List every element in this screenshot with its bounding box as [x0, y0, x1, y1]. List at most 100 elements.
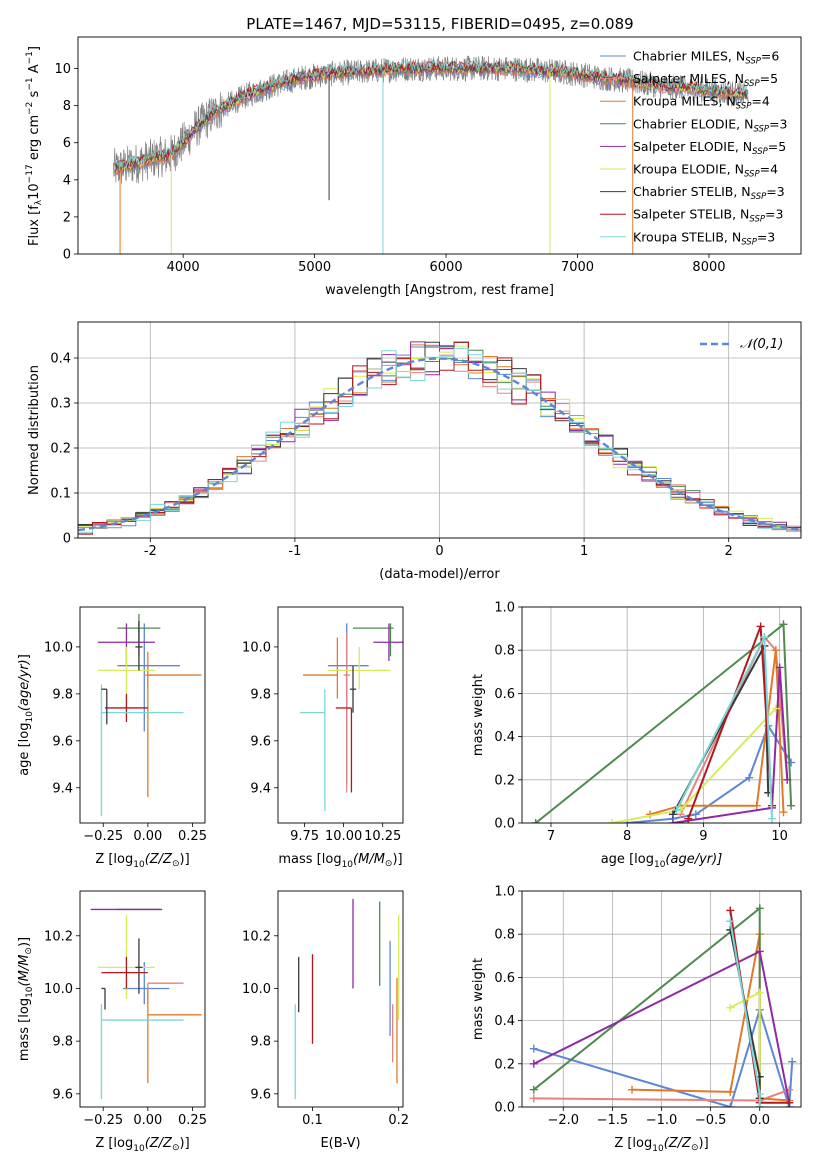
y-label-part: ⊙	[24, 947, 34, 955]
legend-sub: SSP	[736, 102, 752, 112]
plot-body	[299, 623, 403, 812]
legend-sub: SSP	[749, 215, 765, 225]
x-tick-label: -2	[144, 544, 157, 559]
y-tick-label: 0.4	[494, 730, 515, 745]
x-axis-label-sub: 10	[342, 860, 354, 870]
legend-tail: =4	[751, 94, 769, 109]
mass-weight-marker	[726, 1087, 735, 1096]
y-label-part: 10	[25, 711, 35, 723]
x-axis-label-sun: ⊙	[385, 859, 393, 869]
x-tick-label: 4000	[167, 260, 200, 275]
x-axis-label-tail: (Z/Z	[145, 852, 173, 867]
y-label-part: 10	[27, 183, 42, 200]
mass-weight-marker	[779, 808, 788, 817]
legend-label: Chabrier ELODIE, N	[633, 116, 753, 131]
legend-entry: Chabrier MILES, NSSP=6	[633, 49, 779, 67]
age-vs-metallicity-panel: −0.25 0.00 0.259.49.69.810.0Z [log10(Z/Z⊙)…	[17, 606, 207, 870]
axes-border	[277, 606, 404, 824]
legend-sub: SSP	[744, 170, 760, 180]
legend-label: Salpeter STELIB, N	[633, 207, 749, 222]
mass-weight-marker	[726, 906, 735, 915]
y-tick-label: 0.3	[50, 397, 71, 412]
y-tick-label: 0.4	[50, 352, 71, 367]
mass-weight-line	[535, 622, 793, 823]
y-tick-label: 8	[63, 99, 71, 114]
axes-frame: −2.0 −1.5 −1.0 −0.5 0.0 0.0 0.2 0.4 0.6 0.8 1.0	[494, 885, 802, 1128]
axes-frame: 4000 5000 6000 7000 8000 0 2 4 6 8 10	[54, 36, 802, 275]
mass-weight-marker	[756, 622, 765, 631]
model-spectrum-line	[114, 62, 749, 173]
y-tick-label: 9.4	[52, 781, 73, 796]
x-tick-label: −1.0	[646, 1113, 678, 1128]
axes-frame: 0.1 0.2 9.6 9.8 10.0 10.2	[242, 890, 409, 1128]
y-tick-label: 0.8	[494, 644, 515, 659]
axes-frame: 9.75 10.00 10.25 9.4 9.6 9.8 10.0	[242, 606, 404, 844]
y-axis-label: mass [log10(M/M⊙)]	[17, 937, 35, 1061]
x-tick-label: −0.5	[695, 1113, 727, 1128]
observed-spectrum	[113, 55, 749, 184]
mass-weight-marker	[785, 1098, 794, 1107]
x-axis-label-sun: ⊙	[172, 1143, 180, 1153]
y-label-part: Flux [f	[27, 205, 42, 246]
mass-weight-marker	[745, 773, 754, 782]
mass-weight-marker	[779, 620, 788, 629]
x-tick-label: −0.25	[83, 829, 123, 844]
axes-frame: −0.25 0.00 0.25 9.6 9.8 10.0 10.2	[44, 890, 207, 1128]
x-axis-label: E(B-V)	[320, 1136, 360, 1151]
x-axis-label-end: )]	[180, 1136, 190, 1151]
axes-border	[521, 606, 802, 824]
x-axis-label-sub: 10	[654, 860, 666, 870]
y-tick-label: 9.6	[52, 1087, 73, 1102]
mass-weight-marker	[755, 1090, 764, 1099]
mass-weight-line	[672, 667, 789, 823]
mass-weight-marker	[760, 633, 769, 642]
y-tick-label: 0.2	[494, 773, 515, 788]
legend-label: Kroupa ELODIE, N	[633, 162, 744, 177]
legend-tail: =4	[760, 162, 778, 177]
legend-label: Chabrier MILES, N	[633, 49, 745, 64]
legend-sub: SSP	[745, 57, 761, 67]
legend-sub: SSP	[744, 79, 760, 89]
x-tick-label: 0.00	[133, 829, 162, 844]
mass-weight-marker	[787, 801, 796, 810]
x-axis-label-sub: 10	[652, 1144, 664, 1154]
plot-body	[90, 908, 202, 1100]
y-tick-label: 0.0	[494, 817, 515, 832]
legend-sub: SSP	[741, 237, 757, 247]
legend-entry: Kroupa STELIB, NSSP=3	[633, 229, 775, 247]
axes-frame: 7 8 9 10 0.0 0.2 0.4 0.6 0.8 1.0	[494, 601, 802, 844]
model-spectrum-line	[114, 66, 749, 176]
x-tick-label: 0.25	[178, 829, 207, 844]
x-tick-label: 10.25	[364, 829, 401, 844]
mass-weight-marker	[726, 917, 735, 926]
y-label-sub: λ	[34, 199, 44, 205]
mass-weight-marker	[684, 814, 693, 823]
y-tick-label: 9.6	[250, 734, 271, 749]
mass-weight-marker	[628, 1085, 637, 1094]
y-label-part: erg cm	[27, 115, 42, 164]
x-tick-label: 10.00	[325, 829, 362, 844]
y-tick-label: 9.8	[250, 1035, 271, 1050]
y-tick-label: 6	[63, 136, 71, 151]
x-tick-label: 0.00	[133, 1113, 162, 1128]
legend-tail: =3	[769, 116, 787, 131]
x-tick-label: −2.0	[547, 1113, 579, 1128]
legend-entry: Salpeter MILES, NSSP=5	[633, 71, 778, 89]
x-tick-label: 7	[547, 829, 555, 844]
legend-sub: SSP	[752, 147, 768, 157]
legend-tail: =6	[761, 49, 779, 64]
mass-weight-marker	[771, 704, 780, 713]
plot-body	[294, 898, 400, 1100]
y-axis-label: Normed distribution	[27, 365, 42, 495]
mass-weight-marker	[726, 1003, 735, 1012]
age-vs-mass-panel: 9.75 10.00 10.25 9.4 9.6 9.8 10.0 mass [log10(M…	[242, 606, 404, 870]
x-tick-label: 1	[580, 544, 588, 559]
legend-tail: =5	[760, 71, 778, 86]
y-tick-label: 9.8	[52, 687, 73, 702]
mass-weight-marker	[775, 663, 784, 672]
plot-body	[78, 341, 801, 535]
x-axis-label-tail: (age/yr)]	[665, 852, 722, 867]
